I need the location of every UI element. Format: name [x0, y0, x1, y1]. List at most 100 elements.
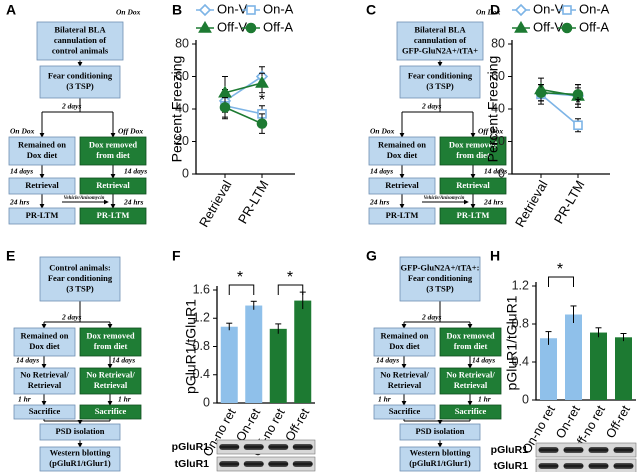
- flow-box-text: from diet: [94, 341, 128, 351]
- flow-box-text: control animals: [52, 45, 109, 55]
- x-tick-label: PR-LTM: [235, 178, 272, 227]
- panel-label: C: [366, 2, 376, 18]
- flow-box-text: Remained on: [378, 140, 426, 150]
- flow-box-text: Retrieval: [456, 180, 490, 190]
- flow-box-text: Dox removed: [449, 140, 498, 150]
- bar: [565, 314, 582, 400]
- flow-box: [439, 367, 502, 395]
- y-tick-label: 60: [175, 69, 189, 83]
- flow-box: [13, 327, 76, 357]
- flow-note: 2 days: [61, 313, 81, 322]
- data-point: [219, 102, 231, 113]
- flow-box: [368, 136, 436, 166]
- flow-note: Off Dox: [478, 127, 503, 136]
- flow-box-text: from diet: [454, 341, 488, 351]
- flow-box: [373, 367, 436, 395]
- x-tick-label: PR-LTM: [551, 178, 588, 227]
- flow-box-text: Retrieval: [25, 180, 59, 190]
- flow-box-text: PR-LTM: [386, 210, 419, 220]
- legend-label: Off-A: [579, 19, 609, 34]
- blot-band: [588, 463, 609, 469]
- flow-box-text: (3 TSP): [66, 81, 94, 91]
- flow-note: 24 hrs: [123, 198, 143, 207]
- flow-box-text: GFP-GluN2A+/tTA+: [402, 45, 478, 55]
- flow-box: [36, 21, 124, 61]
- blot-band: [243, 444, 264, 450]
- panel-label: E: [6, 248, 15, 264]
- flow-note: 1 hr: [378, 395, 391, 404]
- flow-box: [8, 207, 76, 225]
- blot-label: tGluR1: [175, 458, 210, 470]
- legend-label: On-A: [263, 1, 294, 16]
- blot-band: [292, 444, 313, 450]
- blot-frame: [535, 458, 637, 472]
- y-axis-label: Percent Freezing: [485, 56, 501, 163]
- flow-box-text: PSD isolation: [56, 426, 105, 436]
- bar: [590, 332, 607, 400]
- y-tick-label: 80: [175, 36, 189, 50]
- bar: [294, 300, 312, 403]
- flow-box-text: PSD isolation: [416, 426, 465, 436]
- blot-band: [268, 461, 289, 467]
- flow-note: 2 days: [61, 102, 81, 111]
- flow-box-text: cannulation of: [54, 35, 106, 45]
- flow-box-text: Fear conditioning: [408, 71, 473, 81]
- data-point: [256, 118, 268, 129]
- legend-marker: [514, 3, 528, 17]
- flow-box-text: PR-LTM: [97, 210, 130, 220]
- flow-box: [373, 327, 436, 357]
- flow-box-text: Bilateral BLA: [54, 24, 106, 34]
- flow-note: Vehicle/Anisomycin: [424, 196, 465, 201]
- flow-box: [39, 446, 121, 472]
- flow-box: [79, 404, 142, 420]
- flow-box-text: No Retrieval/: [380, 370, 429, 380]
- flow-box-text: (pGluR1/tGlur1): [409, 458, 471, 468]
- y-axis-label: Percent Freezing: [169, 56, 185, 163]
- flow-box: [399, 423, 481, 441]
- flow-note: 1 hr: [478, 395, 491, 404]
- panel-label: B: [172, 2, 182, 18]
- flow-note: 2 days: [421, 102, 441, 111]
- flow-box: [79, 207, 147, 225]
- blot-label: pGluR1: [491, 444, 528, 456]
- blot-label: tGluR1: [494, 460, 529, 472]
- flow-box: [368, 177, 436, 195]
- flow-box-text: Dox diet: [27, 150, 58, 160]
- y-tick-label: 40: [491, 101, 505, 115]
- legend-marker: [562, 5, 572, 15]
- blot-frame: [216, 456, 316, 472]
- flow-box: [8, 136, 76, 166]
- flow-box-text: Bilateral BLA: [414, 24, 466, 34]
- flow-box-text: Sacrifice: [95, 406, 127, 416]
- y-axis-label: pGluR1/tGluR1: [504, 295, 520, 390]
- flow-box-text: (3 TSP): [66, 283, 94, 293]
- flow-box: [368, 207, 436, 225]
- flow-box: [439, 177, 507, 195]
- flow-box-text: PR-LTM: [26, 210, 59, 220]
- flow-note: 24 hrs: [9, 198, 29, 207]
- flow-note: Vehicle/Anisomycin: [64, 196, 105, 201]
- flow-box-text: Retrieval: [454, 380, 488, 390]
- panel-label: H: [490, 248, 500, 264]
- flow-note: 14 days: [370, 167, 393, 176]
- flow-note: 24 hrs: [369, 198, 389, 207]
- flow-box-text: No Retrieval/: [446, 370, 495, 380]
- significance-star: *: [575, 95, 581, 112]
- y-tick-label: 20: [491, 134, 505, 148]
- y-tick-label: 1.6: [193, 282, 210, 296]
- y-tick-label: 0.8: [512, 316, 529, 330]
- flow-box-text: Sacrifice: [455, 406, 487, 416]
- y-tick-label: 0.8: [193, 339, 210, 353]
- blot-band: [588, 447, 609, 453]
- flow-box: [13, 404, 76, 420]
- x-tick-label: Retrieval: [196, 178, 235, 230]
- flow-note: 2 days: [421, 313, 441, 322]
- flow-note: 14 days: [124, 167, 147, 176]
- flow-box-text: Dox diet: [387, 150, 418, 160]
- blot-frame: [535, 442, 637, 458]
- blot-band: [563, 463, 584, 469]
- y-tick-label: 0: [498, 166, 505, 180]
- y-tick-label: 20: [175, 134, 189, 148]
- flow-box-text: Remained on: [18, 140, 66, 150]
